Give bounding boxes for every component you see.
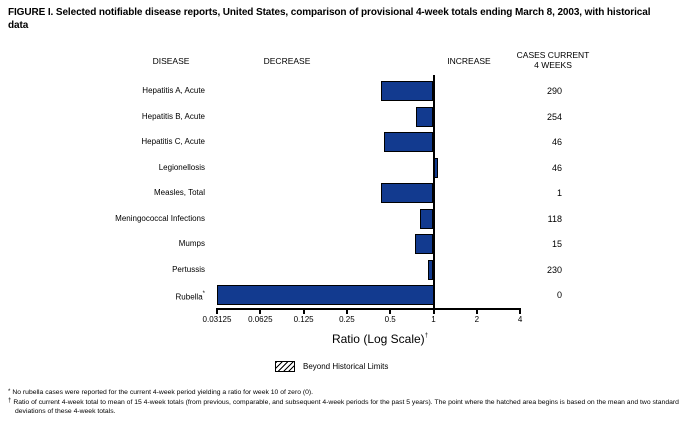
- axis-tick: [216, 308, 218, 314]
- hatched-swatch-icon: [275, 361, 295, 372]
- axis-tick-label: 4: [517, 315, 523, 324]
- axis-tick-label: 0.125: [293, 315, 314, 324]
- disease-label: Hepatitis B, Acute: [141, 111, 205, 121]
- axis-tick-label: 0.03125: [202, 315, 232, 324]
- footnote-dagger-marker: †: [8, 398, 12, 405]
- footnotes: * No rubella cases were reported for the …: [8, 389, 692, 416]
- disease-label-sup: *: [202, 291, 205, 297]
- baseline-ratio-line: [432, 75, 435, 310]
- ratio-bar: [380, 183, 434, 203]
- cases-value: 0: [556, 290, 562, 300]
- footnote-dagger: † Ratio of current 4-week total to mean o…: [8, 398, 692, 416]
- legend-label: Beyond Historical Limits: [303, 362, 389, 371]
- disease-label: Meningococcal Infections: [115, 213, 205, 223]
- cases-value: 15: [551, 239, 562, 249]
- axis-tick-label: 0.0625: [248, 315, 273, 324]
- ratio-bar: [416, 106, 434, 127]
- cases-value: 46: [551, 162, 562, 173]
- axis-tick-label: 0.5: [384, 315, 396, 324]
- x-axis-label-dagger: †: [424, 333, 429, 339]
- footnote-asterisk-text: No rubella cases were reported for the c…: [12, 389, 314, 396]
- ratio-bar: [414, 234, 434, 254]
- x-axis-label: Ratio (Log Scale)†: [332, 332, 428, 346]
- cases-value: 1: [556, 188, 562, 198]
- ratio-bar: [419, 208, 434, 229]
- ratio-bar: [380, 81, 434, 101]
- footnote-dagger-text: Ratio of current 4-week total to mean of…: [13, 398, 679, 415]
- axis-tick-label: 1: [431, 315, 436, 324]
- disease-label: Mumps: [178, 239, 205, 248]
- footnote-asterisk-marker: *: [8, 388, 11, 395]
- ratio-bar: [217, 285, 434, 305]
- disease-label: Measles, Total: [154, 188, 205, 197]
- axis-tick-label: 2: [474, 315, 480, 324]
- cases-value: 290: [546, 86, 562, 96]
- disease-label: Hepatitis A, Acute: [142, 86, 205, 95]
- column-header-cases-line1: CASES CURRENT: [516, 50, 590, 60]
- cases-value: 230: [546, 264, 562, 275]
- axis-tick: [302, 308, 305, 314]
- column-header-cases: CASES CURRENT 4 WEEKS: [517, 50, 590, 70]
- disease-label: Legionellosis: [158, 162, 205, 172]
- disease-label: Rubella*: [175, 291, 205, 302]
- axis-tick: [475, 308, 478, 314]
- column-header-cases-line2: 4 WEEKS: [534, 60, 572, 70]
- x-axis-label-text: Ratio (Log Scale): [331, 332, 425, 346]
- disease-label: Pertussis: [172, 264, 205, 274]
- figure-title: FIGURE I. Selected notifiable disease re…: [8, 7, 651, 31]
- footnote-asterisk: * No rubella cases were reported for the …: [8, 389, 692, 398]
- legend: Beyond Historical Limits: [275, 361, 388, 372]
- axis-tick: [432, 308, 435, 314]
- axis-tick: [345, 308, 348, 314]
- axis-tick-label: 0.25: [339, 315, 355, 324]
- column-header-decrease: DECREASE: [263, 56, 311, 66]
- ratio-bar: [383, 132, 434, 152]
- cases-value: 254: [546, 111, 562, 122]
- cases-value: 118: [547, 213, 562, 224]
- axis-tick: [519, 308, 522, 314]
- axis-tick: [389, 308, 392, 314]
- axis-tick: [259, 308, 262, 314]
- disease-label: Hepatitis C, Acute: [141, 137, 205, 146]
- column-header-disease: DISEASE: [152, 56, 190, 66]
- column-header-increase: INCREASE: [447, 56, 491, 66]
- x-axis-line: [216, 308, 522, 310]
- cases-value: 46: [551, 137, 562, 147]
